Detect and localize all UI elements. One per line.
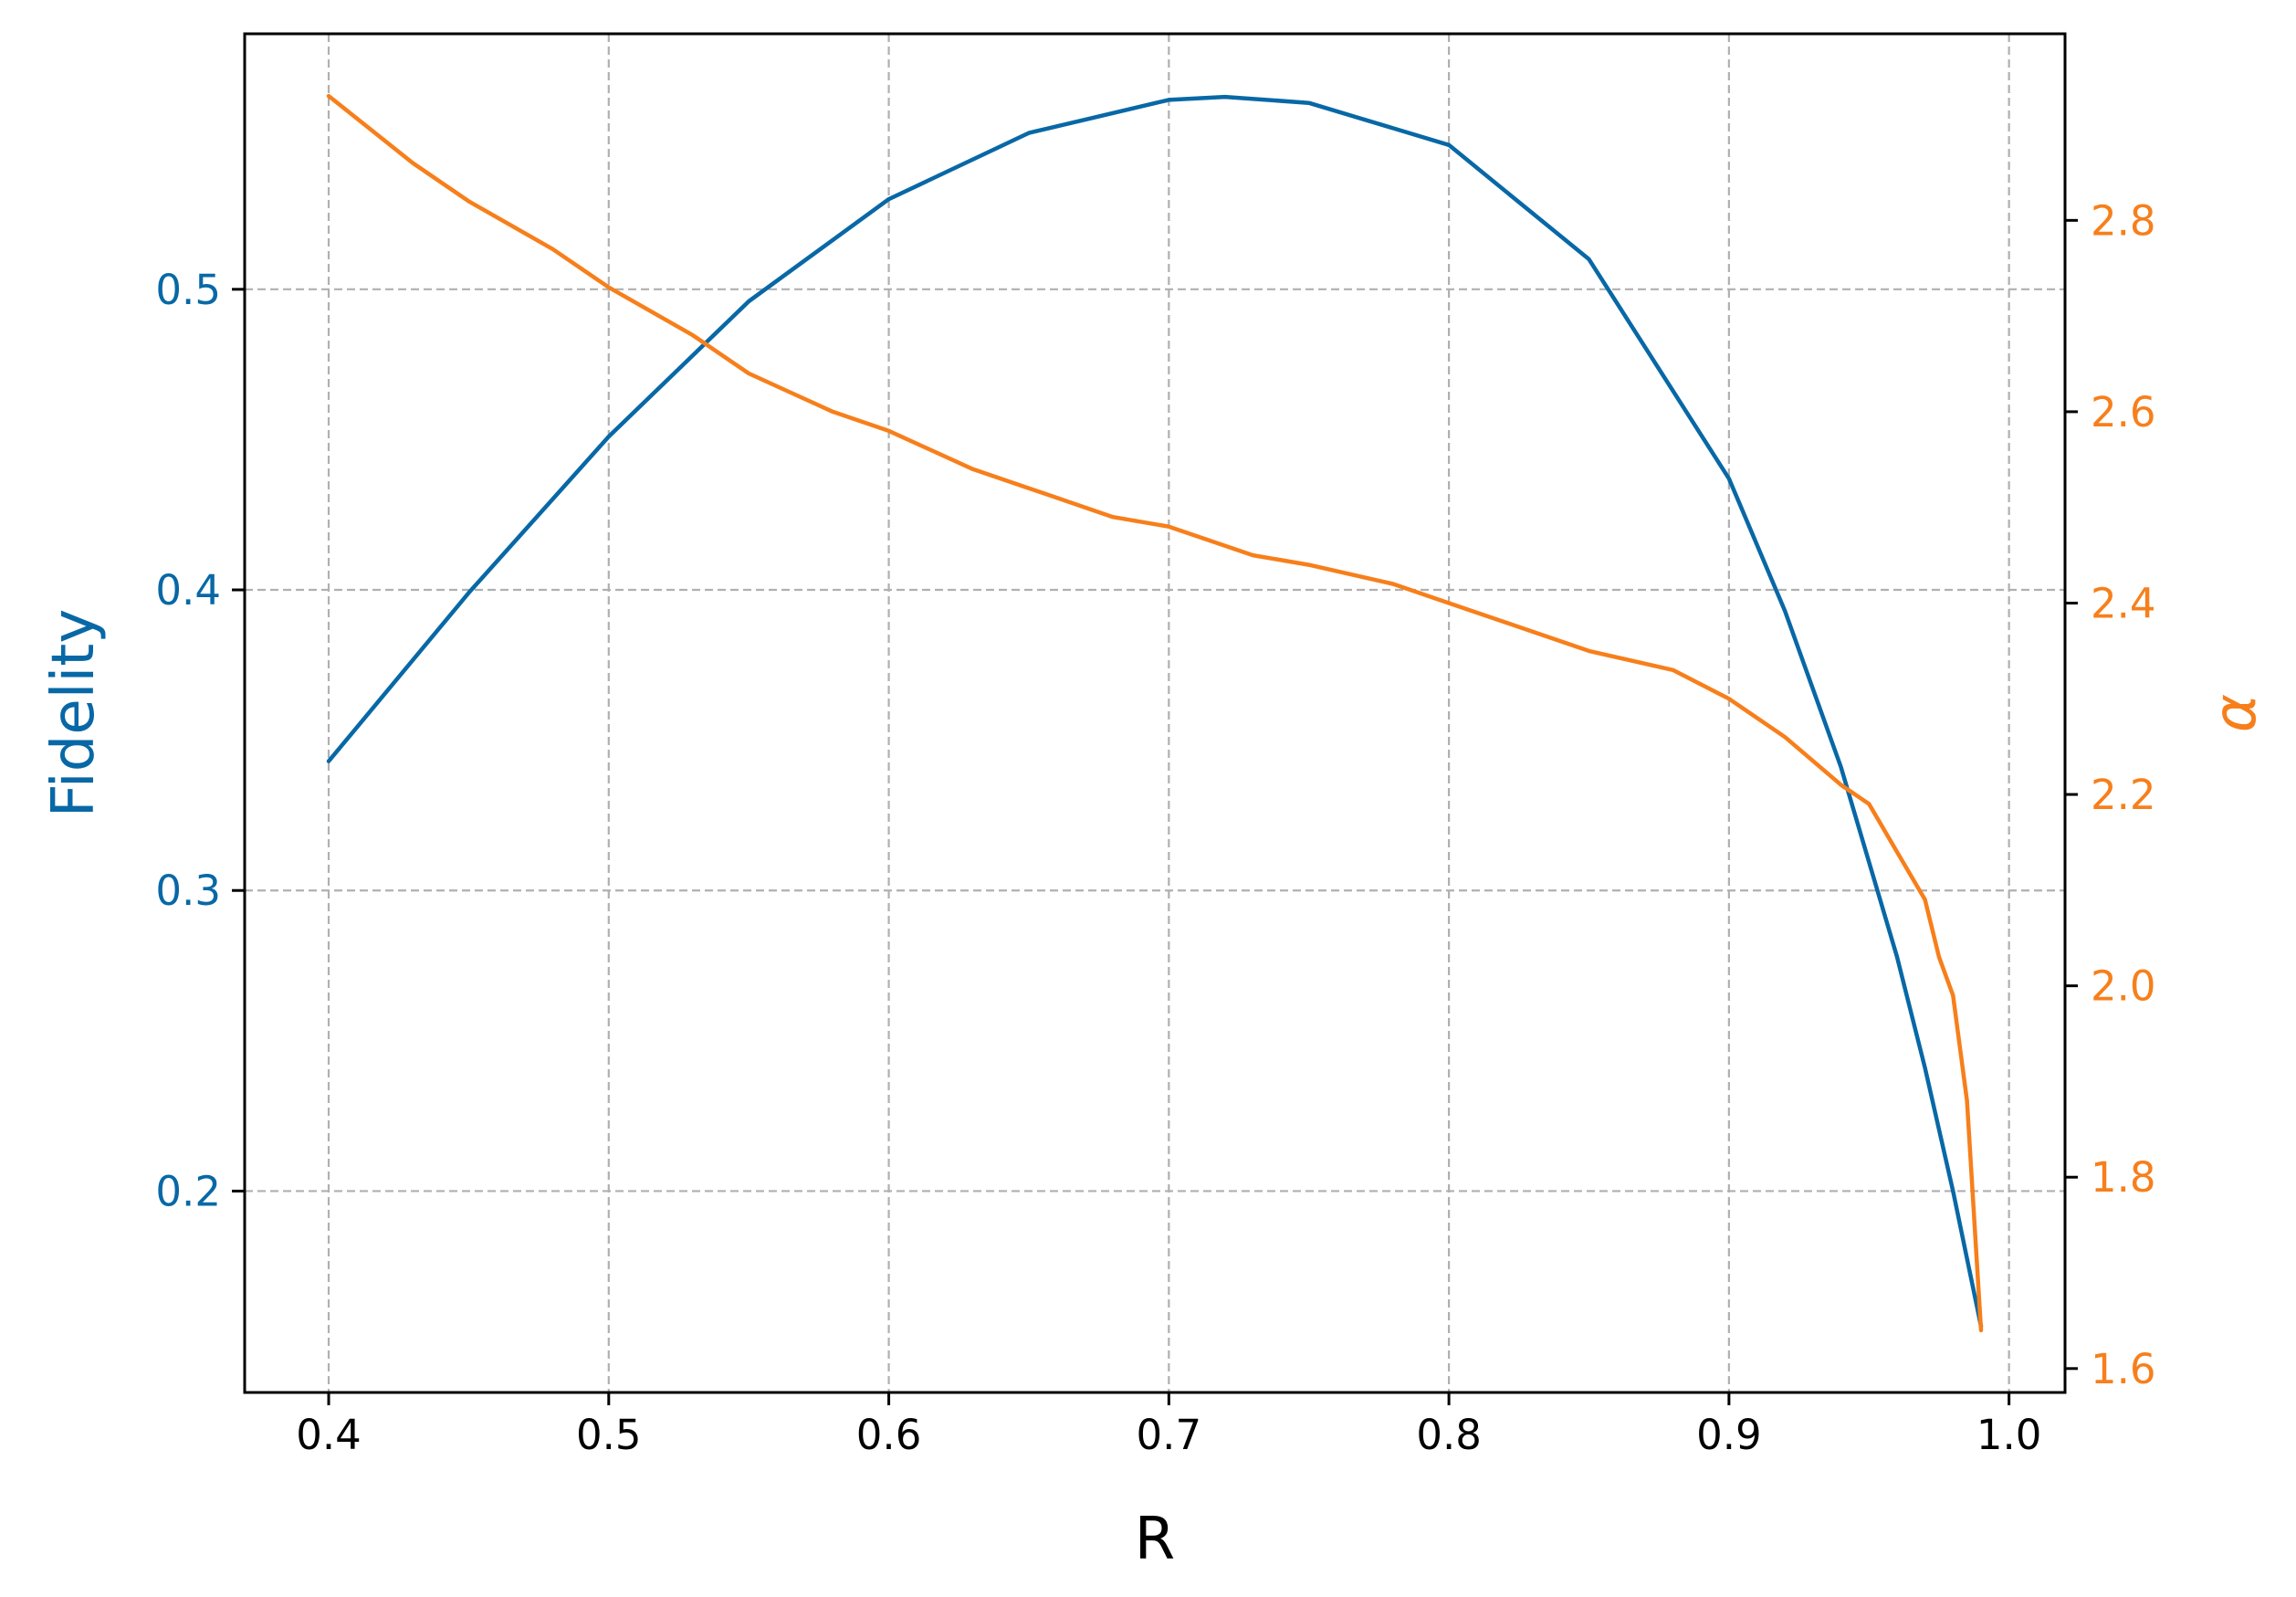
grid-lines — [245, 34, 2065, 1392]
x-tick-label: 0.6 — [856, 1411, 922, 1459]
axis-ticks: 0.4 0.5 0.6 0.7 0.8 0.9 1.0 0.2 0.3 0.4 0.5 1.6 1.8 2… — [155, 196, 2155, 1459]
plot-frame — [243, 32, 2067, 1394]
right-y-tick-label: 2.6 — [2091, 388, 2156, 436]
x-tick-label: 0.4 — [296, 1411, 362, 1459]
right-y-tick-label: 2.4 — [2091, 579, 2156, 627]
right-y-tick-label: 2.2 — [2091, 771, 2156, 819]
x-tick-label: 1.0 — [1976, 1411, 2042, 1459]
left-y-tick-label: 0.3 — [155, 867, 221, 915]
right-y-tick-label: 1.8 — [2091, 1153, 2156, 1202]
left-y-tick-label: 0.2 — [155, 1167, 221, 1215]
x-tick-label: 0.7 — [1137, 1411, 1202, 1459]
left-y-tick-label: 0.5 — [155, 266, 221, 314]
x-tick-label: 0.8 — [1416, 1411, 1482, 1459]
right-y-tick-label: 2.8 — [2091, 196, 2156, 245]
right-y-tick-label: 2.0 — [2091, 962, 2156, 1011]
left-y-tick-label: 0.4 — [155, 566, 221, 615]
alpha-series-line — [326, 93, 1984, 1333]
right-y-axis-label: α — [2202, 694, 2270, 732]
x-axis-label: R — [1135, 1506, 1175, 1573]
series-lines — [326, 93, 1984, 1333]
left-y-axis-label: Fidelity — [40, 609, 108, 817]
fidelity-series-line — [326, 94, 1984, 1329]
x-tick-label: 0.5 — [576, 1411, 642, 1459]
right-y-tick-label: 1.6 — [2091, 1345, 2156, 1393]
x-tick-label: 0.9 — [1696, 1411, 1762, 1459]
